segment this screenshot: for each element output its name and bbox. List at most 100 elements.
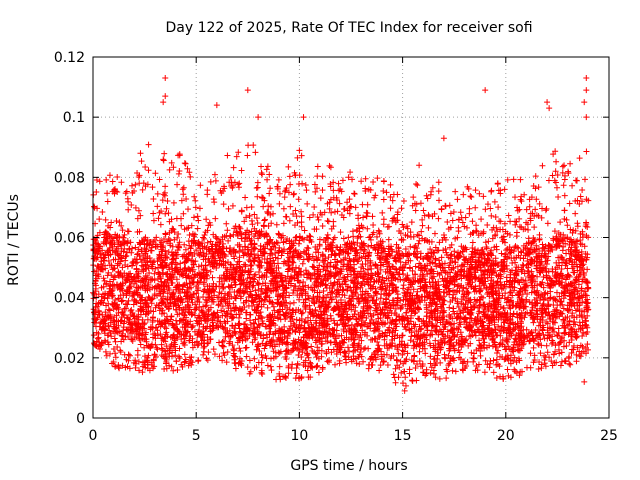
data-point [490,369,497,376]
data-point [561,289,568,296]
data-point [276,363,283,370]
data-point [174,333,181,340]
data-point [180,184,187,191]
data-point [345,174,352,181]
data-point [212,215,219,222]
data-point [370,221,377,228]
data-point [358,178,365,185]
data-point [159,197,166,204]
data-point [402,382,409,389]
data-point [400,380,407,387]
data-point [204,191,211,198]
data-point [113,218,120,225]
data-point [154,190,161,197]
data-point [132,181,139,188]
data-point [164,297,171,304]
data-point [339,177,346,184]
data-point [120,327,127,334]
data-point [161,150,168,157]
data-point [560,305,567,312]
data-point [425,224,432,231]
data-point [94,335,101,342]
data-point [412,207,419,214]
data-point [416,237,423,244]
data-point [150,210,157,217]
data-point [296,296,303,303]
data-point [244,364,251,371]
data-point [461,223,468,230]
data-point [523,206,530,213]
data-point [231,356,238,363]
data-point [267,185,274,192]
data-point [452,368,459,375]
data-point [511,244,518,251]
data-point [197,182,204,189]
data-point [185,302,192,309]
data-point [447,210,454,217]
data-point [258,163,265,170]
data-point [401,368,408,375]
data-point [255,269,262,276]
data-point [359,260,366,267]
data-point [299,260,306,267]
data-point [129,182,136,189]
data-point [577,193,584,200]
data-point [295,240,302,247]
data-point [569,229,576,236]
data-point [535,365,542,372]
data-point [513,218,520,225]
data-point [223,220,230,227]
data-point [450,305,457,312]
data-point [365,252,372,259]
data-point [527,364,534,371]
data-point [304,200,311,207]
data-point [424,195,431,202]
data-point [307,359,314,366]
data-point [118,298,125,305]
data-point [314,344,321,351]
data-point [398,205,405,212]
data-point [340,235,347,242]
data-point [268,367,275,374]
data-point [384,224,391,231]
data-point [96,178,103,185]
data-point [472,187,479,194]
data-point [435,215,442,222]
data-point [168,313,175,320]
data-point [556,339,563,346]
data-point [103,176,110,183]
data-point [306,302,313,309]
data-point [292,283,299,290]
data-point [127,239,134,246]
data-point [195,217,202,224]
data-point [296,147,303,154]
data-point [574,290,581,297]
data-point [385,236,392,243]
data-point [374,175,381,182]
data-point [374,339,381,346]
data-point [332,293,339,300]
data-point [397,305,404,312]
data-point [295,196,302,203]
data-point [176,167,183,174]
data-point [399,351,406,358]
data-point [467,193,474,200]
data-point [293,370,300,377]
data-point [201,343,208,350]
data-point [408,219,415,226]
data-point [355,215,362,222]
data-point [423,192,430,199]
data-point [273,221,280,228]
data-point [160,157,167,164]
data-point [277,348,284,355]
data-point [314,173,321,180]
data-point [290,299,297,306]
data-point [243,344,250,351]
data-point [211,171,218,178]
data-point [506,231,513,238]
data-point [416,348,423,355]
data-point [135,358,142,365]
data-point [364,225,371,232]
data-point [236,224,243,231]
data-point [525,226,532,233]
